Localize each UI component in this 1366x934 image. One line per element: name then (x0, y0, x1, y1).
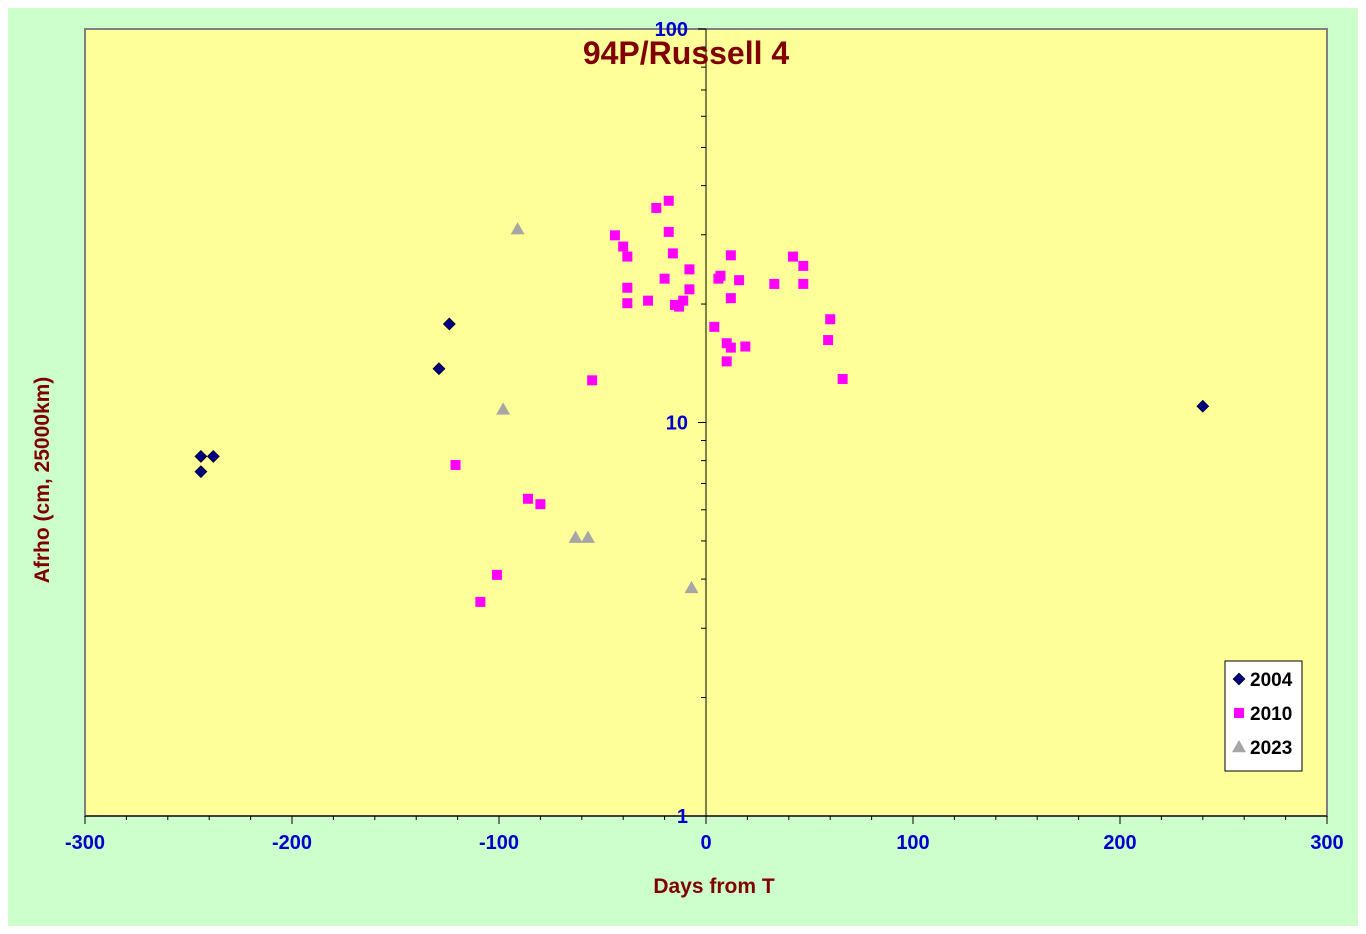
data-point-2010 (651, 202, 662, 213)
data-point-2010 (663, 195, 674, 206)
legend: 2004 2010 2023 (1224, 660, 1303, 772)
legend-marker-2010 (1234, 708, 1244, 718)
x-tick-label: 300 (1310, 832, 1343, 854)
afrho-scatter-chart: -300 -200 -100 0 100 200 300 1 10 100 94P/Russell… (31, 19, 1344, 898)
data-point-2010 (684, 264, 695, 275)
data-point-2023 (684, 580, 699, 594)
y-tick-label: 100 (655, 19, 688, 41)
data-point-2010 (678, 295, 689, 306)
data-point-2010 (622, 251, 633, 262)
x-tick-label: 100 (896, 832, 929, 854)
data-point-2010 (535, 499, 546, 510)
series-2004 (194, 317, 1210, 479)
data-point-2010 (787, 251, 798, 262)
data-point-2010 (740, 341, 751, 352)
data-point-2010 (643, 295, 654, 306)
chart-title: 94P/Russell 4 (583, 35, 790, 71)
data-point-2010 (798, 260, 809, 271)
data-point-2023 (510, 222, 525, 235)
x-tick-label: -200 (272, 832, 312, 854)
data-point-2010 (587, 375, 598, 386)
data-point-2010 (725, 250, 736, 261)
data-point-2004 (194, 465, 208, 479)
x-tick-label: -300 (65, 832, 105, 854)
data-point-2023 (568, 530, 583, 543)
data-point-2004 (206, 449, 220, 463)
chart-background: -300 -200 -100 0 100 200 300 1 10 100 94P/Russell… (8, 8, 1358, 926)
data-point-2004 (194, 449, 208, 463)
data-point-2010 (522, 493, 533, 504)
legend-label: 2023 (1250, 738, 1292, 759)
legend-label: 2010 (1250, 704, 1292, 725)
data-point-2004 (432, 362, 446, 376)
x-tick-label: 0 (700, 832, 711, 854)
data-point-2010 (622, 298, 633, 309)
x-tick-label: 200 (1103, 832, 1136, 854)
data-point-2010 (837, 373, 848, 384)
data-point-2010 (667, 248, 678, 259)
x-tick-label: -100 (479, 832, 519, 854)
data-point-2010 (709, 321, 720, 332)
legend-label: 2004 (1250, 670, 1293, 691)
data-point-2010 (798, 278, 809, 289)
data-point-2010 (734, 275, 745, 286)
data-point-2010 (450, 459, 461, 470)
series-2010 (450, 195, 848, 607)
y-tick-label: 1 (677, 806, 688, 828)
series-2023 (496, 222, 699, 594)
data-point-2023 (581, 530, 596, 543)
data-point-2010 (725, 342, 736, 353)
data-point-2010 (769, 278, 780, 289)
y-tick-label: 10 (666, 413, 688, 435)
data-point-2010 (823, 335, 834, 346)
data-point-2010 (622, 282, 633, 293)
data-point-2010 (475, 596, 486, 607)
legend-marker-2023 (1232, 740, 1246, 753)
data-point-2004 (1196, 399, 1210, 413)
data-point-2023 (496, 402, 511, 415)
data-point-2010 (715, 270, 726, 281)
data-point-2010 (491, 569, 502, 580)
x-axis-title: Days from T (653, 875, 775, 898)
data-point-2010 (674, 301, 685, 312)
data-point-2010 (825, 314, 836, 325)
data-point-2010 (618, 241, 629, 252)
data-point-2010 (663, 226, 674, 237)
data-point-2004 (442, 317, 456, 331)
data-point-2010 (684, 284, 695, 295)
data-point-2010 (721, 356, 732, 367)
data-point-2010 (659, 273, 670, 284)
data-point-2010 (609, 230, 620, 241)
y-axis-title: Afrho (cm, 25000km) (31, 377, 54, 584)
data-point-2010 (725, 293, 736, 304)
legend-marker-2004 (1232, 672, 1246, 686)
